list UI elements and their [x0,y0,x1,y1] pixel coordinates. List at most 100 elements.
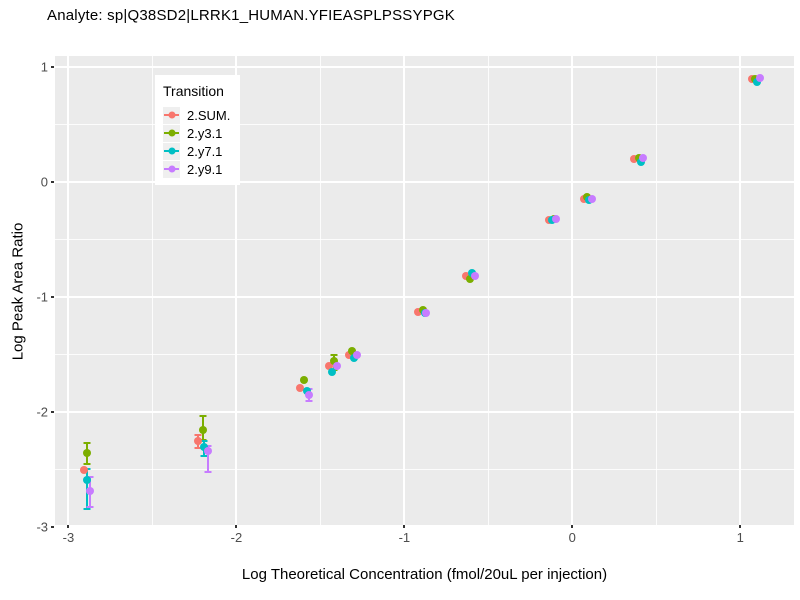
x-tick-mark [739,525,742,528]
x-tick-label: -2 [230,530,243,545]
legend-title: Transition [163,83,224,99]
y-tick-mark [51,411,54,414]
data-point [203,447,212,456]
data-point [299,376,308,385]
legend-item-label: 2.y3.1 [187,125,223,141]
minor-gridline-y [55,239,794,241]
minor-gridline-y [55,124,794,126]
data-point [329,356,338,365]
y-tick-mark [51,66,54,69]
major-gridline-x [571,56,574,525]
legend-item-label: 2.y9.1 [187,161,223,177]
legend-key [163,124,180,142]
data-point [86,486,95,495]
data-point [348,347,357,356]
data-point [304,391,313,400]
data-point [324,362,333,371]
x-tick-mark [571,525,574,528]
error-bar [206,445,209,473]
data-point [413,308,422,317]
legend-item-label: 2.SUM. [187,107,231,123]
data-point [333,362,342,371]
error-bar-cap [83,463,91,466]
legend: Transition 2.SUM. 2.y3.1 2.y7.1 2.y9.1 [155,75,241,185]
data-point [328,368,337,377]
minor-gridline-x [151,56,153,525]
error-bar-cap [194,434,202,437]
y-tick-mark [51,181,54,184]
legend-item: 2.SUM. [163,106,230,124]
error-bar-cap [305,399,313,402]
legend-item: 2.y3.1 [163,124,230,142]
y-tick-mark [51,526,54,529]
chart-title: Analyte: sp|Q38SD2|LRRK1_HUMAN.YFIEASPLP… [47,7,455,24]
error-bar-cap [199,438,207,441]
error-bar-cap [200,440,208,443]
error-bar-cap [200,455,208,458]
x-tick-label: -3 [62,530,75,545]
data-point [200,442,209,451]
legend-key-dot-icon [168,111,175,119]
error-bar-cap [83,507,91,510]
x-tick-label: 0 [568,530,576,545]
data-point [302,386,311,395]
data-point [638,154,647,163]
data-point [353,350,362,359]
error-bar-cap [330,353,338,356]
error-bar-cap [204,471,212,474]
data-point [349,354,358,363]
y-axis-title: Log Peak Area Ratio [9,222,27,361]
data-point [193,437,202,446]
minor-gridline-x [655,56,657,525]
error-bar-cap [86,475,94,478]
major-gridline-x [67,56,70,525]
x-axis-title: Log Theoretical Concentration (fmol/20uL… [241,566,608,583]
minor-gridline-y [55,469,794,471]
data-point [82,476,91,485]
legend-key-dot-icon [168,147,175,155]
data-point [588,194,597,203]
legend-key [163,160,180,178]
y-tick-label: 0 [40,174,48,190]
x-tick-mark [67,525,70,528]
legend-items: 2.SUM. 2.y3.1 2.y7.1 2.y9.1 [163,106,230,178]
data-point [465,275,474,283]
x-tick-mark [403,525,406,528]
major-gridline-y [55,411,794,414]
minor-gridline-x [487,56,489,525]
major-gridline-y [55,66,794,69]
error-bar-cap [83,442,91,445]
major-gridline-x [403,56,406,525]
x-tick-mark [235,525,238,528]
data-point [344,350,353,359]
legend-item: 2.y7.1 [163,142,230,160]
y-tick-label: 1 [40,59,48,75]
data-point [630,155,639,164]
legend-key [163,142,180,160]
legend-key [163,106,180,124]
data-point [79,465,88,474]
error-bar-cap [86,505,94,508]
error-bar-cap [199,414,207,417]
data-point [82,448,91,457]
legend-key-dot-icon [168,129,175,137]
x-tick-label: -1 [398,530,411,545]
data-point [422,309,431,318]
data-point [198,425,207,434]
legend-item: 2.y9.1 [163,160,230,178]
y-tick-label: -3 [36,519,48,535]
major-gridline-x [235,56,238,525]
y-tick-mark [51,296,54,299]
data-point [551,215,560,224]
data-point [756,73,765,82]
minor-gridline-y [55,354,794,356]
error-bar-cap [194,446,202,449]
major-gridline-y [55,181,794,184]
data-point [470,271,479,280]
x-tick-label: 1 [736,530,744,545]
major-gridline-y [55,296,794,299]
data-point [296,384,305,393]
minor-gridline-x [319,56,321,525]
legend-item-label: 2.y7.1 [187,143,223,159]
